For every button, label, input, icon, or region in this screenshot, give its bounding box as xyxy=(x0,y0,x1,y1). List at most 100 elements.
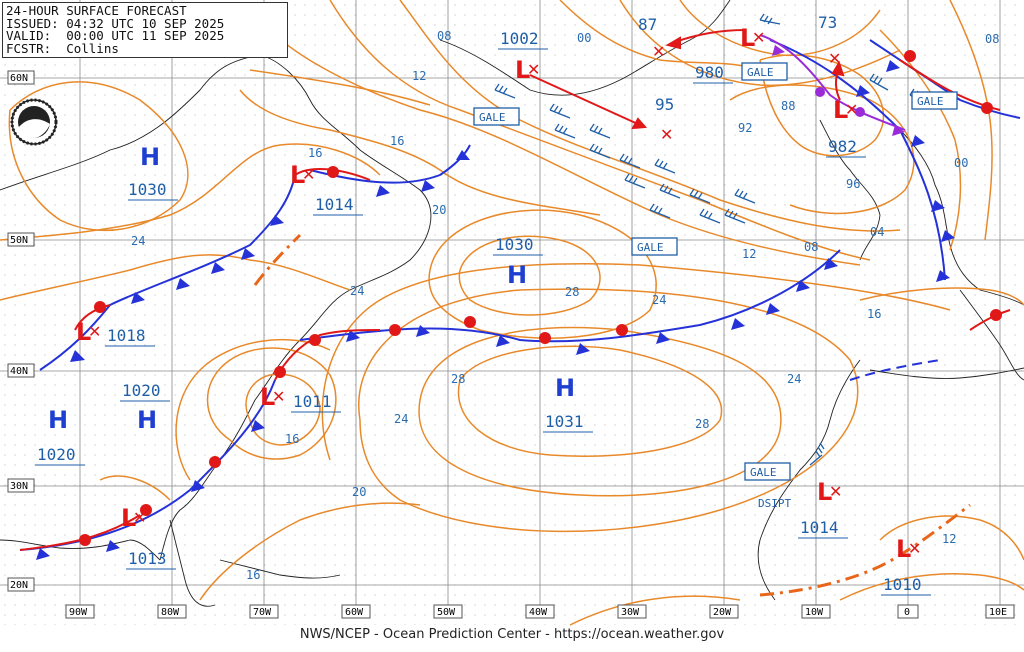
svg-text:08: 08 xyxy=(985,32,999,46)
latitude-labels: 60N 50N 40N 30N 20N xyxy=(7,70,35,592)
svg-text:40W: 40W xyxy=(529,607,548,618)
svg-text:10E: 10E xyxy=(989,607,1007,618)
svg-text:16: 16 xyxy=(867,307,881,321)
forecast-position-x-icon: ✕ xyxy=(652,42,665,61)
svg-text:✕: ✕ xyxy=(845,100,858,119)
forecast-position-label: 87 xyxy=(638,15,657,34)
svg-text:✕: ✕ xyxy=(829,482,842,501)
forecast-position-x-icon: ✕ xyxy=(828,49,841,68)
svg-text:16: 16 xyxy=(246,568,260,582)
svg-text:04: 04 xyxy=(870,225,884,239)
high-value: 1030 xyxy=(128,180,167,199)
low-value: 980 xyxy=(695,63,724,82)
svg-text:✕: ✕ xyxy=(272,387,285,406)
low-symbol: L xyxy=(817,478,832,506)
svg-text:90W: 90W xyxy=(69,607,88,618)
high-value: 1020 xyxy=(37,445,76,464)
svg-text:20W: 20W xyxy=(713,607,732,618)
svg-text:✕: ✕ xyxy=(302,165,315,184)
svg-text:16: 16 xyxy=(308,146,322,160)
svg-text:10W: 10W xyxy=(805,607,824,618)
svg-text:20: 20 xyxy=(432,203,446,217)
valid-time: VALID: 00:00 UTC 11 SEP 2025 xyxy=(6,28,225,43)
gale-label: GALE xyxy=(479,111,506,124)
gale-label: GALE xyxy=(917,95,944,108)
low-value: 1010 xyxy=(883,575,922,594)
svg-text:88: 88 xyxy=(781,99,795,113)
svg-text:0: 0 xyxy=(904,607,910,618)
low-value: 1018 xyxy=(107,326,146,345)
low-symbol: L xyxy=(121,504,136,532)
low-value: 1013 xyxy=(128,549,167,568)
cold-fronts xyxy=(19,39,1021,551)
chart-title: 24-HOUR SURFACE FORECAST xyxy=(6,3,187,18)
forecast-position-label: 73 xyxy=(818,13,837,32)
svg-text:30N: 30N xyxy=(10,481,28,492)
low-value: 982 xyxy=(828,137,857,156)
warm-front-pips xyxy=(79,50,1002,546)
svg-text:08: 08 xyxy=(804,240,818,254)
svg-text:12: 12 xyxy=(742,247,756,261)
svg-text:28: 28 xyxy=(451,372,465,386)
svg-text:✕: ✕ xyxy=(88,322,101,341)
forecaster: FCSTR: Collins xyxy=(6,40,119,56)
svg-text:60W: 60W xyxy=(345,607,364,618)
svg-text:24: 24 xyxy=(394,412,408,426)
low-value: 1002 xyxy=(500,29,539,48)
high-value: 1030 xyxy=(495,235,534,254)
low-symbol: L xyxy=(260,383,275,411)
gale-label: GALE xyxy=(637,241,664,254)
forecast-position-label: 95 xyxy=(655,95,674,114)
svg-text:28: 28 xyxy=(695,417,709,431)
svg-text:20: 20 xyxy=(352,485,366,499)
forecast-header: 24-HOUR SURFACE FORECAST ISSUED: 04:32 U… xyxy=(2,2,288,58)
isobar-label-24: 24 xyxy=(131,234,145,248)
issued-time: ISSUED: 04:32 UTC 10 SEP 2025 xyxy=(6,15,225,31)
svg-text:40N: 40N xyxy=(10,366,28,377)
svg-text:12: 12 xyxy=(412,69,426,83)
low-value: 1014 xyxy=(800,518,839,537)
low-symbol: L xyxy=(833,96,848,124)
svg-text:28: 28 xyxy=(565,285,579,299)
svg-text:✕: ✕ xyxy=(752,28,765,47)
warm-fronts xyxy=(19,59,1011,551)
svg-text:24: 24 xyxy=(787,372,801,386)
svg-text:20N: 20N xyxy=(10,580,28,591)
low-value: 1014 xyxy=(315,195,354,214)
trough-lines xyxy=(253,233,971,597)
svg-text:30W: 30W xyxy=(621,607,640,618)
occluded-front xyxy=(759,34,906,131)
dissipating-label: DSIPT xyxy=(758,497,791,510)
svg-text:96: 96 xyxy=(846,177,860,191)
low-symbol: L xyxy=(290,161,305,189)
svg-text:✕: ✕ xyxy=(908,539,921,558)
graticule xyxy=(0,0,1024,605)
svg-text:00: 00 xyxy=(577,31,591,45)
low-symbol: L xyxy=(515,56,530,84)
svg-text:16: 16 xyxy=(390,134,404,148)
svg-text:08: 08 xyxy=(437,29,451,43)
svg-text:✕: ✕ xyxy=(133,508,146,527)
noaa-logo-icon xyxy=(10,98,58,146)
cold-front-pips xyxy=(36,60,955,560)
high-value: 1020 xyxy=(122,381,161,400)
high-pressure-centers: H 1030 H 1030 H 1031 H 1020 H 1020 xyxy=(35,143,593,466)
svg-text:92: 92 xyxy=(738,121,752,135)
gale-label: GALE xyxy=(750,466,777,479)
svg-text:12: 12 xyxy=(942,532,956,546)
occluded-front-pips xyxy=(772,45,905,136)
isobars xyxy=(0,0,1024,626)
svg-text:00: 00 xyxy=(954,156,968,170)
svg-text:80W: 80W xyxy=(161,607,180,618)
high-symbol: H xyxy=(137,406,157,434)
high-symbol: H xyxy=(507,261,527,289)
longitude-labels: 90W 80W 70W 60W 50W 40W 30W 20W 10W 0 10… xyxy=(65,604,1015,619)
high-value: 1031 xyxy=(545,412,584,431)
svg-text:70W: 70W xyxy=(253,607,272,618)
footer-credit: NWS/NCEP - Ocean Prediction Center - htt… xyxy=(299,627,725,642)
svg-text:✕: ✕ xyxy=(527,60,540,79)
storm-tracks xyxy=(529,29,845,130)
low-symbol: L xyxy=(896,535,911,563)
high-symbol: H xyxy=(140,143,160,171)
